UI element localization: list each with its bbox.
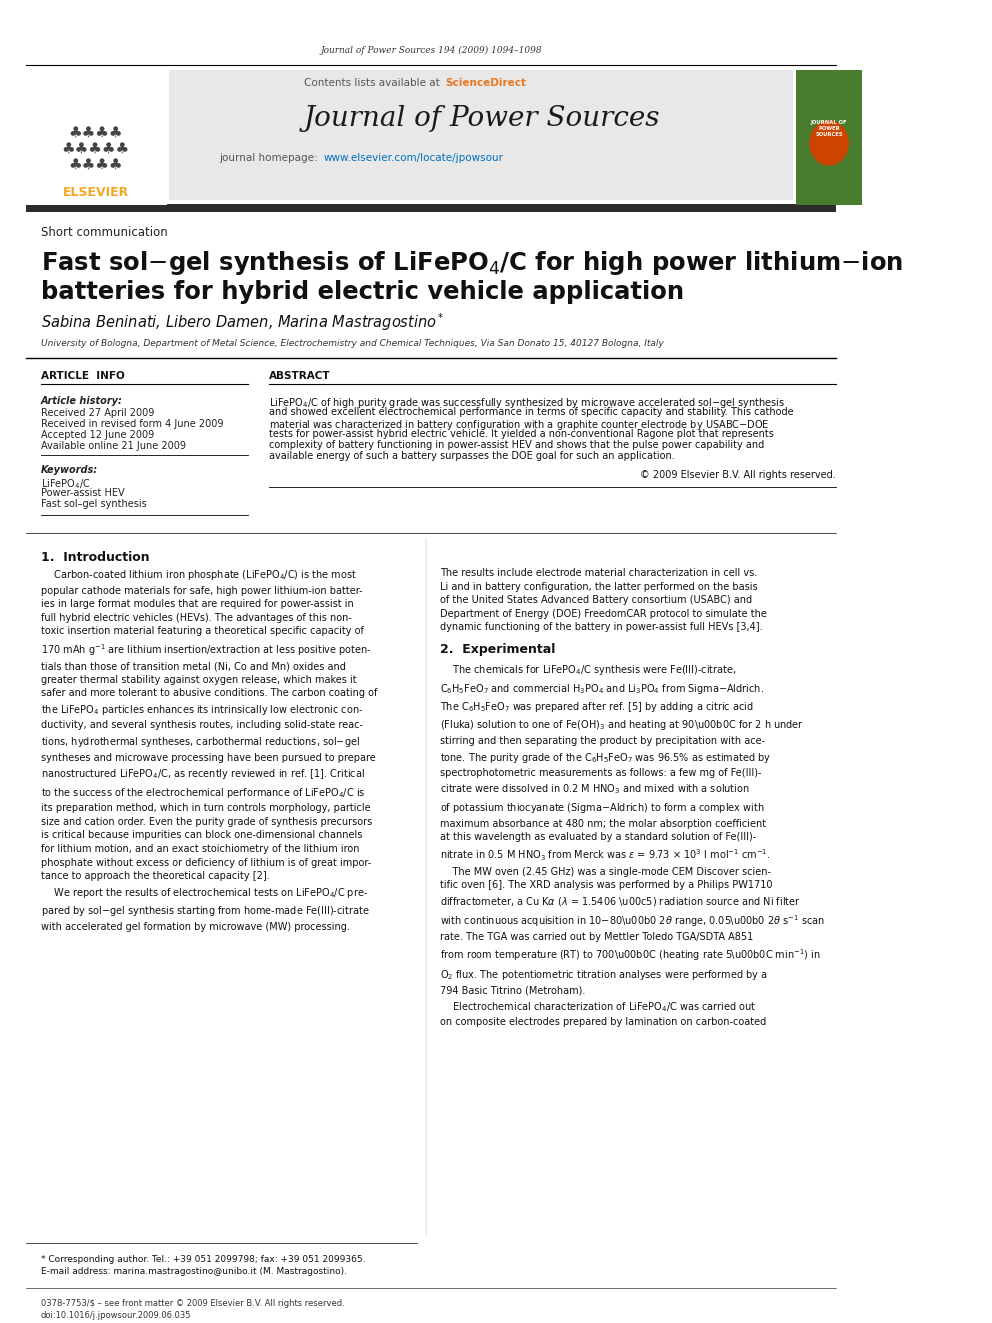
Text: JOURNAL OF
POWER
SOURCES: JOURNAL OF POWER SOURCES	[810, 120, 847, 138]
Text: doi:10.1016/j.jpowsour.2009.06.035: doi:10.1016/j.jpowsour.2009.06.035	[41, 1311, 191, 1320]
Text: ♣♣♣♣
♣♣♣♣♣
♣♣♣♣: ♣♣♣♣ ♣♣♣♣♣ ♣♣♣♣	[62, 124, 130, 172]
Text: Journal of Power Sources 194 (2009) 1094–1098: Journal of Power Sources 194 (2009) 1094…	[320, 45, 542, 54]
Bar	[796, 70, 862, 205]
Text: © 2009 Elsevier B.V. All rights reserved.: © 2009 Elsevier B.V. All rights reserved…	[640, 470, 836, 480]
Text: Short communication: Short communication	[41, 226, 168, 239]
Text: ScienceDirect: ScienceDirect	[445, 78, 526, 89]
Text: available energy of such a battery surpasses the DOE goal for such an applicatio: available energy of such a battery surpa…	[270, 451, 676, 460]
Text: material was characterized in battery configuration with a graphite counter elec: material was characterized in battery co…	[270, 418, 770, 433]
Text: 1.  Introduction: 1. Introduction	[41, 550, 150, 564]
Text: Sabina Beninati, Libero Damen, Marina Mastragostino$^*$: Sabina Beninati, Libero Damen, Marina Ma…	[41, 311, 444, 333]
Text: Available online 21 June 2009: Available online 21 June 2009	[41, 441, 186, 451]
Text: batteries for hybrid electric vehicle application: batteries for hybrid electric vehicle ap…	[41, 280, 683, 304]
Text: 0378-7753/$ – see front matter © 2009 Elsevier B.V. All rights reserved.: 0378-7753/$ – see front matter © 2009 El…	[41, 1299, 344, 1308]
Text: The results include electrode material characterization in cell vs.
Li and in ba: The results include electrode material c…	[439, 568, 767, 632]
Text: Article history:: Article history:	[41, 396, 123, 406]
Text: Keywords:: Keywords:	[41, 464, 98, 475]
Text: Fast sol$-$gel synthesis of LiFePO$_4$/C for high power lithium$-$ion: Fast sol$-$gel synthesis of LiFePO$_4$/C…	[41, 249, 903, 277]
Bar	[26, 204, 836, 212]
Text: 2.  Experimental: 2. Experimental	[439, 643, 556, 656]
Text: and showed excellent electrochemical performance in terms of specific capacity a: and showed excellent electrochemical per…	[270, 407, 794, 417]
Text: * Corresponding author. Tel.: +39 051 2099798; fax: +39 051 2099365.: * Corresponding author. Tel.: +39 051 20…	[41, 1256, 365, 1263]
Text: www.elsevier.com/locate/jpowsour: www.elsevier.com/locate/jpowsour	[323, 153, 503, 163]
Text: Received 27 April 2009: Received 27 April 2009	[41, 407, 154, 418]
Text: LiFePO$_4$/C: LiFePO$_4$/C	[41, 478, 90, 491]
Text: ARTICLE  INFO: ARTICLE INFO	[41, 370, 125, 381]
Text: University of Bologna, Department of Metal Science, Electrochemistry and Chemica: University of Bologna, Department of Met…	[41, 340, 664, 348]
Text: Contents lists available at: Contents lists available at	[305, 78, 443, 89]
Text: ELSEVIER: ELSEVIER	[62, 187, 129, 200]
Text: Carbon-coated lithium iron phosphate (LiFePO$_4$/C) is the most
popular cathode : Carbon-coated lithium iron phosphate (Li…	[41, 568, 377, 931]
Bar	[26, 70, 167, 205]
Text: E-mail address: marina.mastragostino@unibo.it (M. Mastragostino).: E-mail address: marina.mastragostino@uni…	[41, 1267, 347, 1275]
Circle shape	[809, 120, 848, 165]
Text: The chemicals for LiFePO$_4$/C synthesis were Fe(III)-citrate,
C$_6$H$_5$FeO$_7$: The chemicals for LiFePO$_4$/C synthesis…	[439, 663, 824, 1028]
Text: Accepted 12 June 2009: Accepted 12 June 2009	[41, 430, 154, 441]
Text: LiFePO$_4$/C of high purity grade was successfully synthesized by microwave acce: LiFePO$_4$/C of high purity grade was su…	[270, 396, 786, 410]
Text: Received in revised form 4 June 2009: Received in revised form 4 June 2009	[41, 419, 223, 429]
Text: Power-assist HEV: Power-assist HEV	[41, 488, 124, 497]
Text: tests for power-assist hybrid electric vehicle. It yielded a non-conventional Ra: tests for power-assist hybrid electric v…	[270, 429, 775, 439]
Text: journal homepage:: journal homepage:	[219, 153, 321, 163]
Text: complexity of battery functioning in power-assist HEV and shows that the pulse p: complexity of battery functioning in pow…	[270, 441, 765, 450]
Bar	[170, 70, 794, 200]
Text: Fast sol–gel synthesis: Fast sol–gel synthesis	[41, 499, 147, 509]
Text: ABSTRACT: ABSTRACT	[270, 370, 331, 381]
Text: Journal of Power Sources: Journal of Power Sources	[305, 105, 661, 131]
